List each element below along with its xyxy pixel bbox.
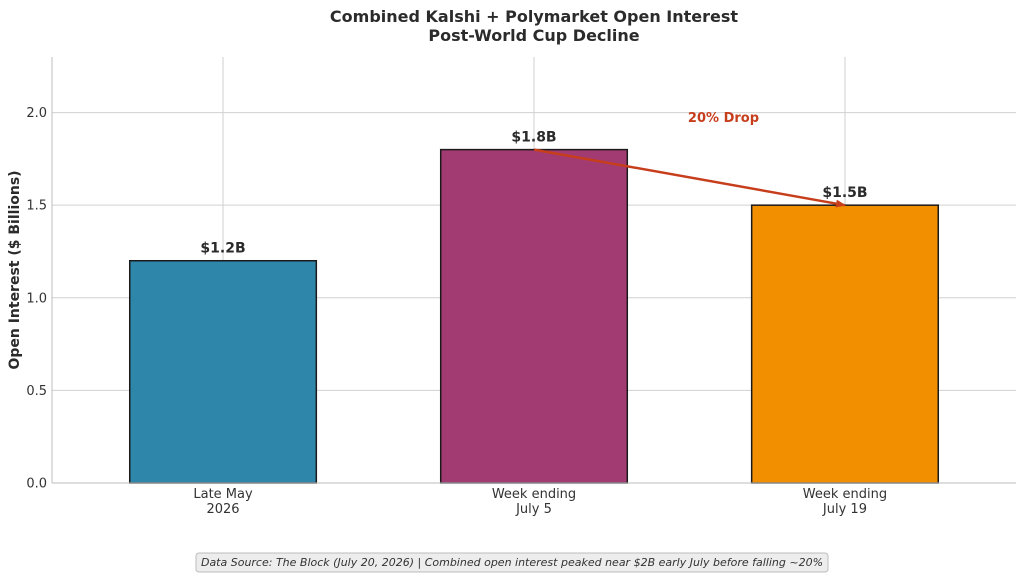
bar-value-label: $1.5B (822, 185, 867, 201)
chart-title-line: Combined Kalshi + Polymarket Open Intere… (330, 7, 738, 26)
x-tick-label: July 5 (515, 502, 552, 517)
y-tick-label: 0.0 (26, 477, 47, 492)
y-tick-label: 1.0 (26, 291, 47, 306)
bar-value-label: $1.8B (511, 130, 556, 146)
data-source-footnote: Data Source: The Block (July 20, 2026) |… (201, 556, 823, 569)
bar-1 (439, 148, 629, 484)
footnote-box (195, 552, 829, 573)
x-tick-label: 2026 (206, 502, 239, 517)
y-tick-label: 0.5 (26, 384, 47, 399)
bar-2 (750, 204, 940, 484)
bar-0 (128, 259, 318, 484)
y-tick-label: 1.5 (26, 199, 47, 214)
y-tick-label: 2.0 (26, 106, 47, 121)
y-axis-label: Open Interest ($ Billions) (7, 170, 23, 369)
chart-title-line: Post-World Cup Decline (428, 26, 639, 45)
drop-arrow (533, 148, 846, 208)
x-tick-label: Late May (193, 487, 253, 502)
drop-annotation: 20% Drop (688, 111, 759, 126)
bar-value-label: $1.2B (200, 241, 245, 257)
x-tick-label: Week ending (803, 487, 887, 502)
x-tick-label: July 19 (822, 502, 867, 517)
x-tick-label: Week ending (492, 487, 576, 502)
